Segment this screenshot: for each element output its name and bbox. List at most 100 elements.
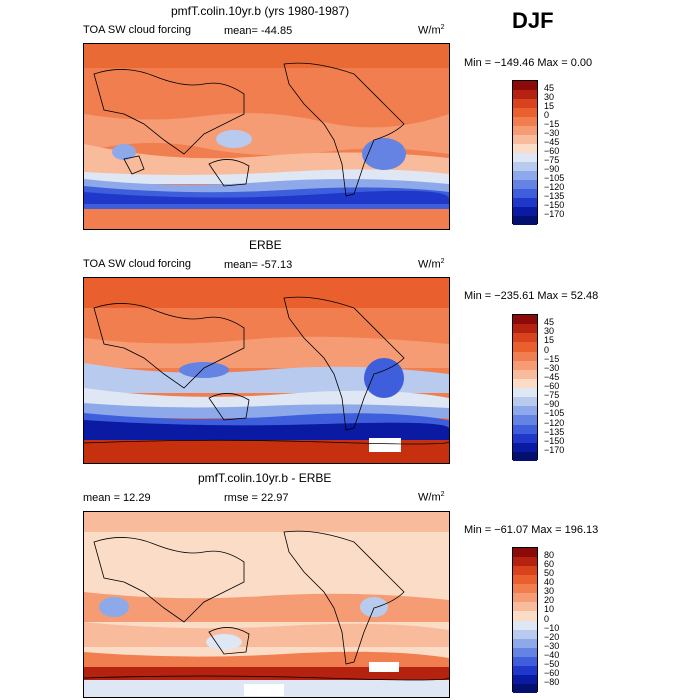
panel1-colorbar-swatch: [513, 180, 537, 189]
panel1-colorbar-swatch: [513, 99, 537, 108]
panel3-colorbar-tick-label: 20: [544, 595, 555, 606]
panel2-colorbar-swatch: [513, 397, 537, 407]
panel2-colorbar-swatch: [513, 451, 537, 461]
panel1-colorbar-swatch: [513, 189, 537, 198]
panel1-colorbar-tick-label: −150: [544, 200, 565, 210]
panel3-colorbar-tick-label: 30: [544, 586, 555, 597]
panel2-colorbar-swatch: [513, 415, 537, 425]
panel3-title: pmfT.colin.10yr.b - ERBE: [198, 471, 332, 485]
panel3-colorbar-tick-label: 60: [544, 559, 555, 570]
panel1-colorbar-swatch: [513, 117, 537, 126]
panel3-colorbar-swatch: [513, 629, 537, 639]
panel2-colorbar-swatch: [513, 433, 537, 443]
panel1-colorbar-swatch: [513, 198, 537, 207]
panel3-colorbar-tick-label: 50: [544, 568, 555, 579]
panel3-colorbar-swatch: [513, 593, 537, 603]
panel1-colorbar-tick-label: −135: [544, 191, 565, 201]
panel1-colorbar-swatch: [513, 81, 537, 90]
panel2-colorbar-swatch: [513, 315, 537, 325]
panel2-colorbar-swatch: [513, 378, 537, 388]
panel2-colorbar-tick-label: −15: [544, 353, 560, 364]
panel3-colorbar-tick-label: 0: [544, 613, 550, 624]
panel2-colorbar-swatch: [513, 324, 537, 334]
panel1-minmax: Min = −149.46 Max = 0.00: [464, 57, 593, 69]
panel2-colorbar-tick-label: −105: [544, 408, 565, 419]
panel1-colorbar-swatch: [513, 108, 537, 117]
panel2-label: TOA SW cloud forcing: [83, 258, 192, 270]
panel2-mean: mean= -57.13: [224, 259, 293, 271]
panel2-colorbar-swatch: [513, 388, 537, 398]
panel3-colorbar-tick-label: −10: [544, 622, 560, 633]
panel3-map: [83, 511, 450, 698]
panel3-colorbar-tick-label: −60: [544, 667, 560, 678]
panel1-colorbar-tick-label: −30: [544, 128, 560, 138]
panel1-colorbar-tick-label: −75: [544, 155, 560, 165]
panel1-colorbar-swatch: [513, 171, 537, 180]
panel2-colorbar-tick-label: −30: [544, 362, 560, 373]
panel1-colorbar-tick-label: 15: [544, 101, 555, 111]
panel3-colorbar-swatch: [513, 557, 537, 567]
panel3-colorbar-swatch: [513, 548, 537, 558]
panel1-colorbar-swatch: [513, 144, 537, 153]
panel2-colorbar-tick-label: 15: [544, 335, 555, 346]
season-label: DJF: [512, 8, 554, 33]
panel2-minmax: Min = −235.61 Max = 52.48: [464, 290, 599, 302]
panel1-colorbar-tick-label: −120: [544, 182, 565, 192]
panel1-title: pmfT.colin.10yr.b (yrs 1980-1987): [171, 4, 350, 18]
panel1-colorbar-swatch: [513, 162, 537, 171]
panel1-map: [83, 43, 450, 230]
panel1-colorbar-swatch: [513, 207, 537, 216]
panel3-colorbar-swatch: [513, 602, 537, 612]
panel3-colorbar-tick-label: −50: [544, 658, 560, 669]
panel2-title: ERBE: [249, 238, 282, 252]
panel3-colorbar-swatch: [513, 665, 537, 675]
panel3-colorbar-tick-label: −20: [544, 631, 560, 642]
panel2-colorbar-tick-label: −60: [544, 381, 560, 391]
panel1-colorbar-tick-label: −45: [544, 137, 560, 147]
panel3-colorbar-tick-label: 10: [544, 604, 555, 615]
panel2-colorbar-tick-label: −90: [544, 399, 560, 410]
panel1-units: W/m2: [418, 24, 445, 37]
panel3-colorbar-swatch: [513, 638, 537, 648]
panel3-colorbar-swatch: [513, 584, 537, 594]
panel2-colorbar-tick-label: −135: [544, 426, 565, 437]
panel3-colorbar-swatch: [513, 566, 537, 576]
panel3-colorbar-tick-label: −30: [544, 640, 560, 651]
panel1-colorbar-tick-label: −90: [544, 164, 560, 174]
panel3-colorbar-swatch: [513, 620, 537, 630]
panel2-map: [83, 277, 450, 464]
panel1-colorbar-tick-label: −105: [544, 173, 565, 183]
panel2-colorbar-swatch: [513, 369, 537, 379]
panel3-colorbar: [512, 547, 538, 693]
panel2-colorbar-swatch: [513, 333, 537, 343]
panel3-rmse: rmse = 22.97: [224, 492, 289, 504]
panel3-colorbar-swatch: [513, 656, 537, 666]
panel2-colorbar-tick-label: −170: [544, 444, 565, 455]
panel1-colorbar-tick-label: −15: [544, 119, 560, 129]
panel2-colorbar-tick-label: −75: [544, 390, 560, 401]
panel1-colorbar-tick-label: −170: [544, 209, 565, 219]
panel3-colorbar-tick-label: 40: [544, 577, 555, 588]
panel2-colorbar-tick-label: −45: [544, 371, 560, 382]
panel1-mean: mean= -44.85: [224, 25, 293, 37]
panel2-colorbar-swatch: [513, 424, 537, 434]
panel1-colorbar-swatch: [513, 135, 537, 144]
panel2-colorbar-tick-label: 0: [544, 344, 550, 355]
panel2-units: W/m2: [418, 258, 445, 271]
panel3-colorbar-tick-label: −40: [544, 649, 560, 660]
panel3-minmax: Min = −61.07 Max = 196.13: [464, 524, 599, 536]
panel1-colorbar-swatch: [513, 90, 537, 99]
panel3-colorbar-swatch: [513, 575, 537, 585]
panel1-colorbar-tick-label: 45: [544, 83, 555, 93]
panel3-colorbar-swatch: [513, 674, 537, 684]
panel1-colorbar-tick-label: 0: [544, 110, 550, 120]
panel1-colorbar: [512, 80, 538, 225]
panel2-colorbar-swatch: [513, 442, 537, 452]
panel2-colorbar-swatch: [513, 406, 537, 416]
panel2-colorbar-swatch: [513, 360, 537, 370]
panel1-colorbar-swatch: [513, 216, 537, 225]
panel1-colorbar-swatch: [513, 153, 537, 162]
panel3-colorbar-tick-label: 80: [544, 550, 555, 561]
panel2-colorbar-tick-label: −120: [544, 417, 565, 428]
panel2-colorbar: [512, 314, 538, 461]
